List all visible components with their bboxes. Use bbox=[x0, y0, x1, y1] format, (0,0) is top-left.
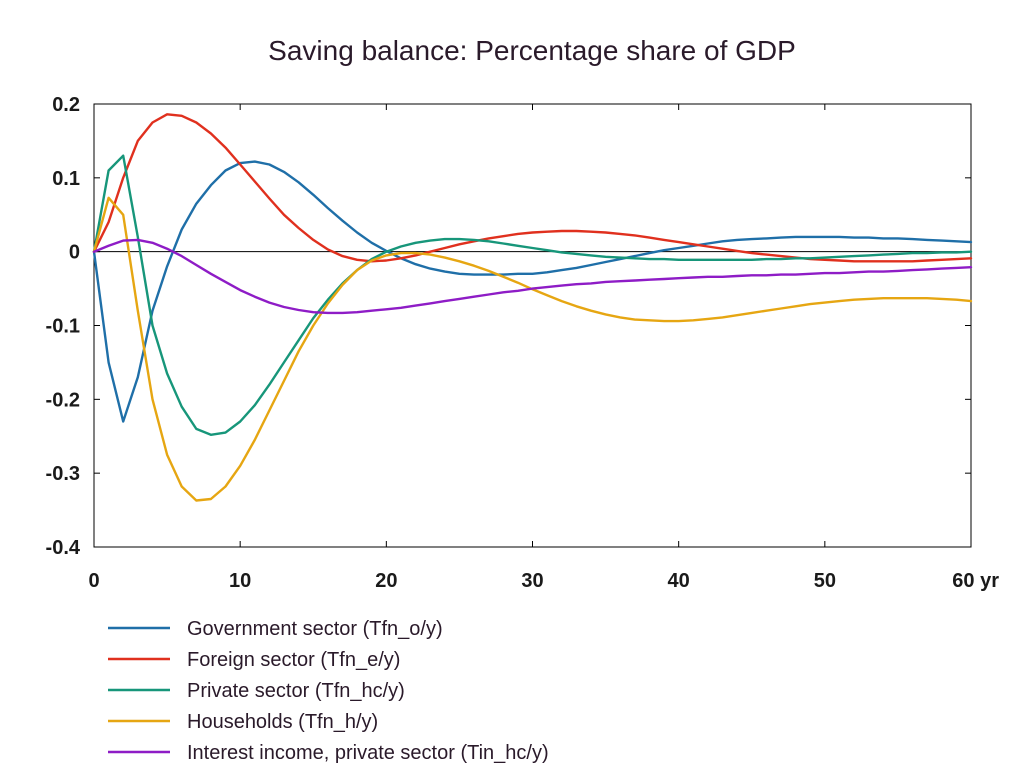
y-tick-label: -0.4 bbox=[46, 537, 81, 559]
legend-label-1: Foreign sector (Tfn_e/y) bbox=[187, 649, 400, 671]
series-line-3 bbox=[92, 196, 973, 502]
x-tick-label: 0 bbox=[88, 570, 99, 592]
legend-label-4: Interest income, private sector (Tin_hc/… bbox=[187, 742, 549, 764]
x-tick-label: 20 bbox=[375, 570, 397, 592]
x-tick-label: 30 bbox=[521, 570, 543, 592]
y-tick-label: -0.1 bbox=[46, 316, 80, 338]
y-tick-label: -0.2 bbox=[46, 389, 80, 411]
y-tick-label: 0.1 bbox=[52, 168, 80, 190]
y-axis: 0.2 0.1 0 -0.1 -0.2 -0.3 -0.4 bbox=[46, 94, 971, 559]
x-tick-label: 50 bbox=[814, 570, 836, 592]
x-tick-label: 10 bbox=[229, 570, 251, 592]
chart-title: Saving balance: Percentage share of GDP bbox=[268, 35, 796, 66]
series-line-4 bbox=[92, 238, 973, 315]
series-line-2 bbox=[92, 154, 973, 436]
x-axis: 0 10 20 30 40 50 60 yr bbox=[88, 104, 999, 592]
legend-label-0: Government sector (Tfn_o/y) bbox=[187, 618, 443, 640]
y-tick-label: 0.2 bbox=[52, 94, 80, 116]
legend: Government sector (Tfn_o/y) Foreign secto… bbox=[108, 618, 549, 764]
x-tick-label: 60 yr bbox=[952, 570, 999, 592]
legend-label-3: Households (Tfn_h/y) bbox=[187, 711, 378, 733]
series-line-1 bbox=[92, 113, 973, 263]
y-tick-label: -0.3 bbox=[46, 463, 80, 485]
x-tick-label: 40 bbox=[668, 570, 690, 592]
legend-label-2: Private sector (Tfn_hc/y) bbox=[187, 680, 405, 702]
series-line-0 bbox=[92, 160, 973, 423]
series-lines bbox=[92, 113, 973, 502]
y-tick-label: 0 bbox=[69, 242, 80, 264]
